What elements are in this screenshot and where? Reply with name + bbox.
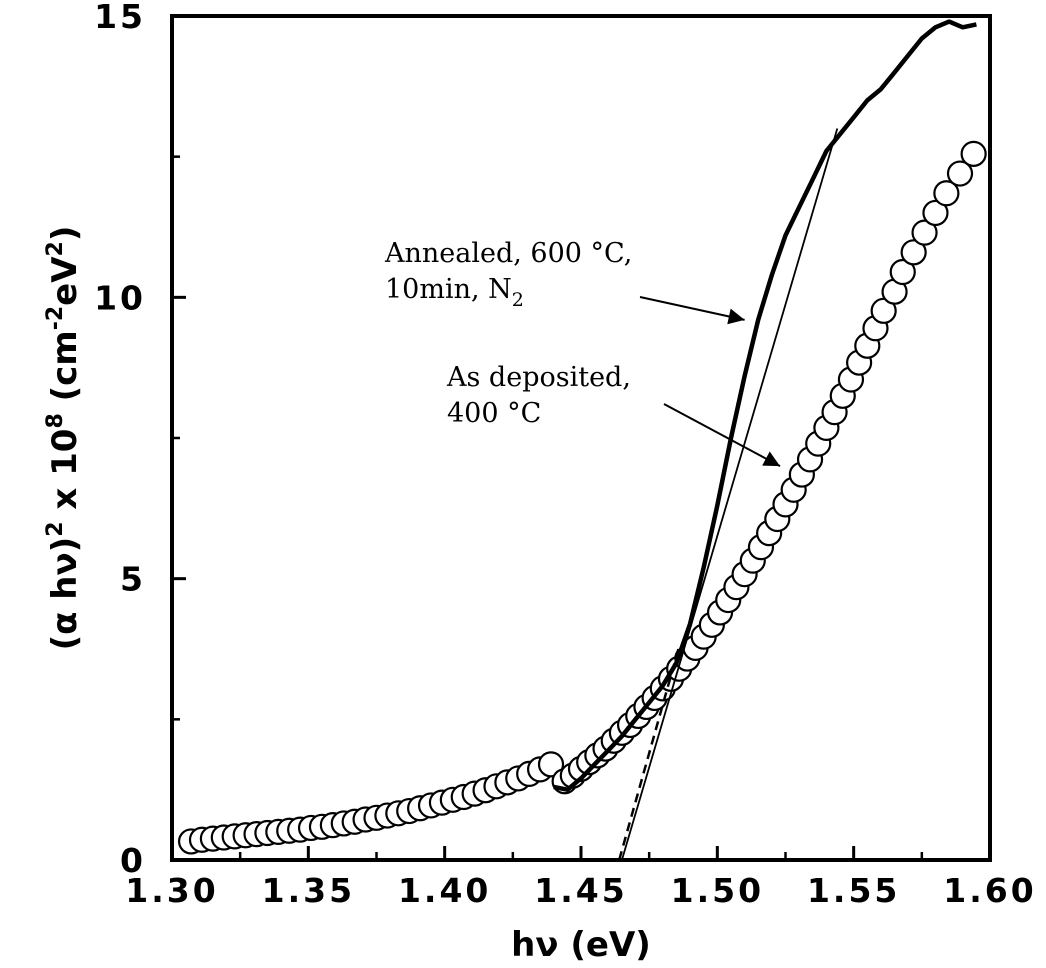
y-label-superscript: 2 xyxy=(43,521,68,536)
plot-area xyxy=(170,14,992,862)
data-point xyxy=(537,751,565,778)
x-tick-label: 1.55 xyxy=(807,871,900,910)
y-tick-label: 5 xyxy=(120,560,146,599)
series-2 xyxy=(621,128,839,860)
y-label-part: ) xyxy=(45,226,85,242)
y-label-part: x 10 xyxy=(45,429,85,522)
x-tick-label: 1.60 xyxy=(943,871,1036,910)
y-axis-label: (α hν)2 x 108 (cm-2eV2) xyxy=(43,226,85,651)
y-label-part: eV xyxy=(45,256,85,306)
data-point xyxy=(946,160,974,187)
annotation-text: Annealed, 600 °C, xyxy=(384,238,632,269)
annotation-text: 400 °C xyxy=(447,398,541,429)
y-tick-label: 15 xyxy=(94,0,146,36)
annotation-part: As deposited, xyxy=(446,362,631,393)
x-tick-label: 1.50 xyxy=(671,871,764,910)
series-line xyxy=(553,19,977,792)
annotation-text: 10min, N2 xyxy=(385,274,524,311)
y-label-superscript: 8 xyxy=(43,413,68,428)
plot-frame xyxy=(170,14,992,862)
y-label-superscript: -2 xyxy=(43,306,68,330)
data-point xyxy=(960,140,987,167)
series-line xyxy=(617,645,681,860)
y-label-part: (cm xyxy=(45,330,85,413)
x-tick-label: 1.35 xyxy=(262,871,355,910)
series-1 xyxy=(553,19,977,792)
annotation-arrow xyxy=(663,403,781,468)
ticks xyxy=(170,14,992,862)
data-point xyxy=(900,239,927,266)
labels: 1.30 1.35 1.40 1.45 1.50 1.55 1.60 0 5 10 15 hν (eV… xyxy=(43,0,1036,965)
annotation-part: 400 °C xyxy=(447,398,541,429)
series-line xyxy=(621,128,839,860)
y-tick-label: 0 xyxy=(120,841,146,880)
annotation-part: Annealed, 600 °C, xyxy=(384,238,632,269)
annotation-text: As deposited, xyxy=(446,362,631,393)
y-label-part: (α hν) xyxy=(45,537,85,651)
data-point xyxy=(933,180,960,207)
x-tick-label: 1.30 xyxy=(125,871,218,910)
annotation-arrow xyxy=(639,296,745,325)
data-point xyxy=(889,258,916,286)
x-tick-label: 1.40 xyxy=(398,871,491,910)
x-axis-label: hν (eV) xyxy=(511,925,651,965)
x-tick-label: 1.45 xyxy=(534,871,627,910)
data-point xyxy=(911,219,938,246)
y-label-superscript: 2 xyxy=(43,241,68,256)
annotation-part: 10min, N xyxy=(385,274,512,305)
annotation-subscript: 2 xyxy=(512,289,524,311)
data-point xyxy=(922,199,949,227)
series-3 xyxy=(617,645,681,860)
y-tick-label: 10 xyxy=(94,278,146,317)
